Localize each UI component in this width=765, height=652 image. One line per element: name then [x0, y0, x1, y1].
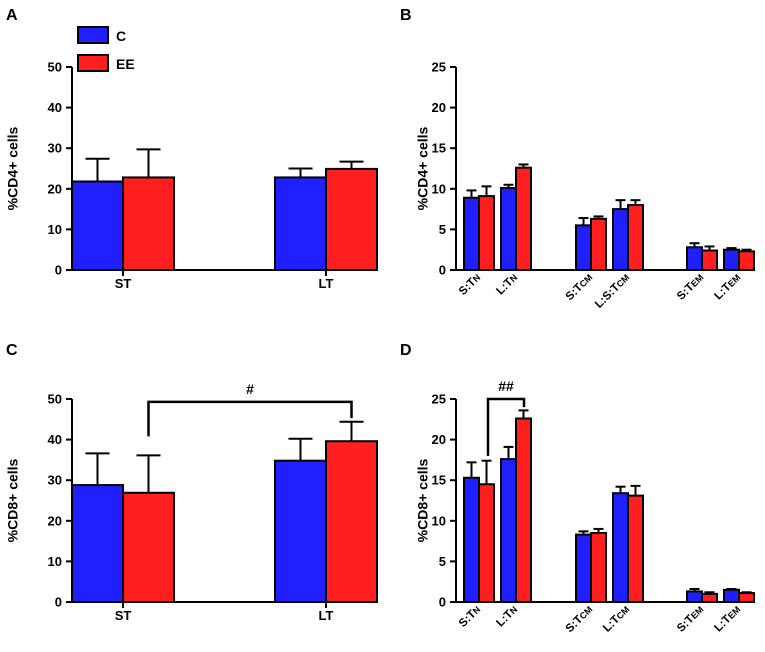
bar-b-c-stn	[463, 196, 480, 271]
x-label-b-3: L:S:TCM	[593, 272, 632, 311]
y-tick-label-a-0: 0	[55, 263, 62, 278]
x-label-d-5: L:TEM	[712, 604, 743, 635]
bar-c-c-lt	[274, 459, 327, 603]
bar-d-c-ltcm	[612, 492, 629, 603]
significance-bracket-d-0	[486, 397, 526, 456]
bar-b-c-ltem	[723, 248, 740, 271]
panel-a: A %CD4+ cells 0 10 20 30 40 50 ST LT	[5, 7, 378, 291]
y-tick-label-a-40: 40	[48, 100, 62, 115]
bar-b-ee-ltem	[738, 250, 755, 272]
y-tick-label-c-30: 30	[48, 473, 62, 488]
panel-letter-b: B	[400, 7, 412, 24]
y-tick-label-b-15: 15	[432, 141, 446, 156]
bar-b-c-stem	[686, 246, 703, 272]
panel-letter-c: C	[6, 342, 18, 359]
bar-d-c-stn	[463, 476, 480, 604]
bar-b-c-stcm	[575, 224, 592, 271]
x-label-d-2: S:TCM	[564, 604, 595, 635]
bar-b-ee-lstcm	[627, 204, 644, 271]
panel-b: B %CD4+ cells 0 5 10 15 20 25 S:TN L:TN S:TCML:S:T…	[400, 7, 755, 311]
bar-b-ee-stcm	[590, 217, 607, 271]
x-label-a-1: LT	[319, 276, 334, 291]
y-tick-label-a-10: 10	[48, 222, 62, 237]
bar-d-ee-stcm	[590, 531, 607, 603]
y-tick-label-b-0: 0	[439, 263, 446, 278]
x-label-a-0: ST	[115, 276, 132, 291]
bar-d-c-stem	[686, 590, 703, 603]
y-tick-label-b-20: 20	[432, 100, 446, 115]
bar-d-ee-ltcm	[627, 494, 644, 603]
y-axis-label-b: %CD4+ cells	[415, 126, 431, 210]
bar-a-c-st	[71, 180, 124, 272]
y-tick-label-d-15: 15	[432, 473, 446, 488]
bar-b-ee-ltn	[515, 166, 532, 271]
bar-c-ee-st	[122, 491, 175, 604]
y-axis-label-c: %CD8+ cells	[5, 458, 21, 542]
y-tick-label-a-20: 20	[48, 181, 62, 196]
bar-c-ee-lt	[325, 440, 378, 603]
y-tick-label-a-30: 30	[48, 141, 62, 156]
bar-b-ee-stem	[701, 249, 718, 271]
y-axis-label-d: %CD8+ cells	[415, 458, 431, 542]
y-tick-label-c-0: 0	[55, 595, 62, 610]
bar-c-c-st	[71, 484, 124, 603]
bar-b-c-ltn	[500, 186, 517, 272]
y-tick-label-d-20: 20	[432, 432, 446, 447]
y-tick-label-d-25: 25	[432, 392, 446, 407]
significance-label-d-0: ##	[498, 378, 514, 394]
y-tick-label-d-0: 0	[439, 595, 446, 610]
x-label-b-1: L:TN	[494, 272, 520, 298]
panel-d: D %CD8+ cells 0 5 10 15 20 25 S:TN L:TN S:TCML:TCM…	[400, 342, 755, 635]
x-label-c-0: ST	[115, 608, 132, 623]
x-label-b-4: S:TEM	[675, 272, 706, 303]
legend-label-c: C	[116, 28, 126, 44]
bar-d-c-ltn	[500, 458, 517, 604]
bar-d-ee-ltn	[515, 417, 532, 603]
y-tick-label-b-10: 10	[432, 181, 446, 196]
bar-a-ee-st	[122, 176, 175, 272]
x-label-c-1: LT	[319, 608, 334, 623]
legend-label-ee: EE	[116, 56, 135, 72]
x-label-b-2: S:TCM	[564, 272, 595, 303]
y-tick-label-c-40: 40	[48, 432, 62, 447]
y-tick-label-b-25: 25	[432, 60, 446, 75]
x-label-b-0: S:TN	[457, 272, 483, 298]
x-label-d-4: S:TEM	[675, 604, 706, 635]
bar-b-c-lstcm	[612, 208, 629, 272]
x-label-b-5: L:TEM	[712, 272, 743, 303]
panel-letter-d: D	[400, 342, 412, 359]
x-label-d-0: S:TN	[457, 604, 483, 630]
y-tick-label-b-5: 5	[439, 222, 446, 237]
y-tick-label-d-10: 10	[432, 513, 446, 528]
bar-d-ee-stem	[701, 592, 718, 604]
bar-b-ee-stn	[478, 195, 495, 271]
panel-letter-a: A	[6, 7, 18, 24]
significance-label-c-0: #	[246, 381, 254, 397]
panel-c: C %CD8+ cells 0 10 20 30 40 50 ST LT #	[5, 342, 378, 623]
bar-d-c-stcm	[575, 533, 592, 603]
significance-bracket-c-0	[147, 400, 353, 437]
bar-d-c-ltem	[723, 588, 740, 604]
y-tick-label-a-50: 50	[48, 60, 62, 75]
bar-d-ee-stn	[478, 483, 495, 604]
y-tick-label-c-10: 10	[48, 554, 62, 569]
y-tick-label-c-50: 50	[48, 392, 62, 407]
y-tick-label-c-20: 20	[48, 513, 62, 528]
bar-a-c-lt	[274, 176, 327, 272]
legend-swatch-c	[77, 26, 109, 44]
legend-swatch-ee	[77, 54, 109, 72]
bar-a-ee-lt	[325, 167, 378, 272]
x-label-d-1: L:TN	[494, 604, 520, 630]
bar-d-ee-ltem	[738, 592, 755, 603]
legend: C EE	[77, 26, 135, 72]
y-axis-label-a: %CD4+ cells	[5, 126, 21, 210]
y-tick-label-d-5: 5	[439, 554, 446, 569]
x-label-d-3: L:TCM	[601, 604, 632, 635]
